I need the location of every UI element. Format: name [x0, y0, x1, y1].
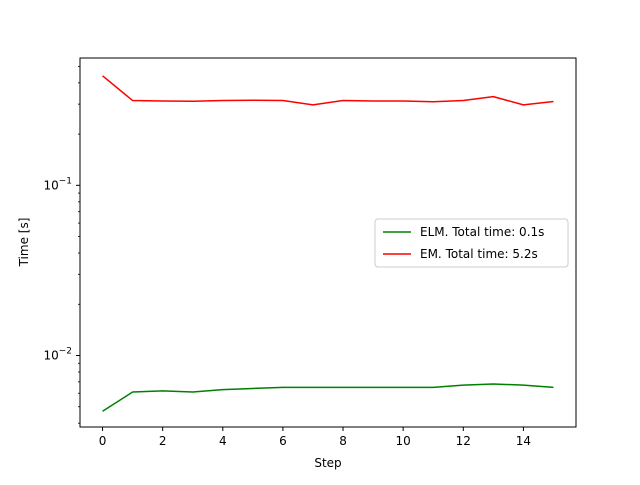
x-tick-label: 0	[99, 434, 107, 448]
x-tick-label: 2	[159, 434, 167, 448]
legend-label: EM. Total time: 5.2s	[420, 247, 538, 261]
y-axis-ticks: 10−2 10−1	[43, 65, 80, 424]
x-tick-label: 8	[339, 434, 347, 448]
legend-label: ELM. Total time: 0.1s	[420, 225, 544, 239]
legend: ELM. Total time: 0.1s EM. Total time: 5.2…	[374, 218, 569, 268]
x-tick-label: 6	[279, 434, 287, 448]
series-layer	[102, 75, 554, 412]
y-axis-label: Time [s]	[17, 218, 31, 268]
y-tick-label: 10−2	[43, 346, 72, 362]
series-line	[102, 383, 554, 412]
x-tick-label: 14	[516, 434, 531, 448]
x-axis-ticks: 0 2 4 6 8 10 12 14	[99, 427, 531, 448]
x-axis-label: Step	[314, 456, 341, 470]
legend-box	[374, 218, 569, 268]
series-line	[102, 75, 554, 106]
x-tick-label: 10	[396, 434, 411, 448]
x-tick-label: 12	[456, 434, 471, 448]
axes-frame	[79, 57, 577, 428]
y-tick-label: 10−1	[43, 176, 72, 192]
x-tick-label: 4	[219, 434, 227, 448]
